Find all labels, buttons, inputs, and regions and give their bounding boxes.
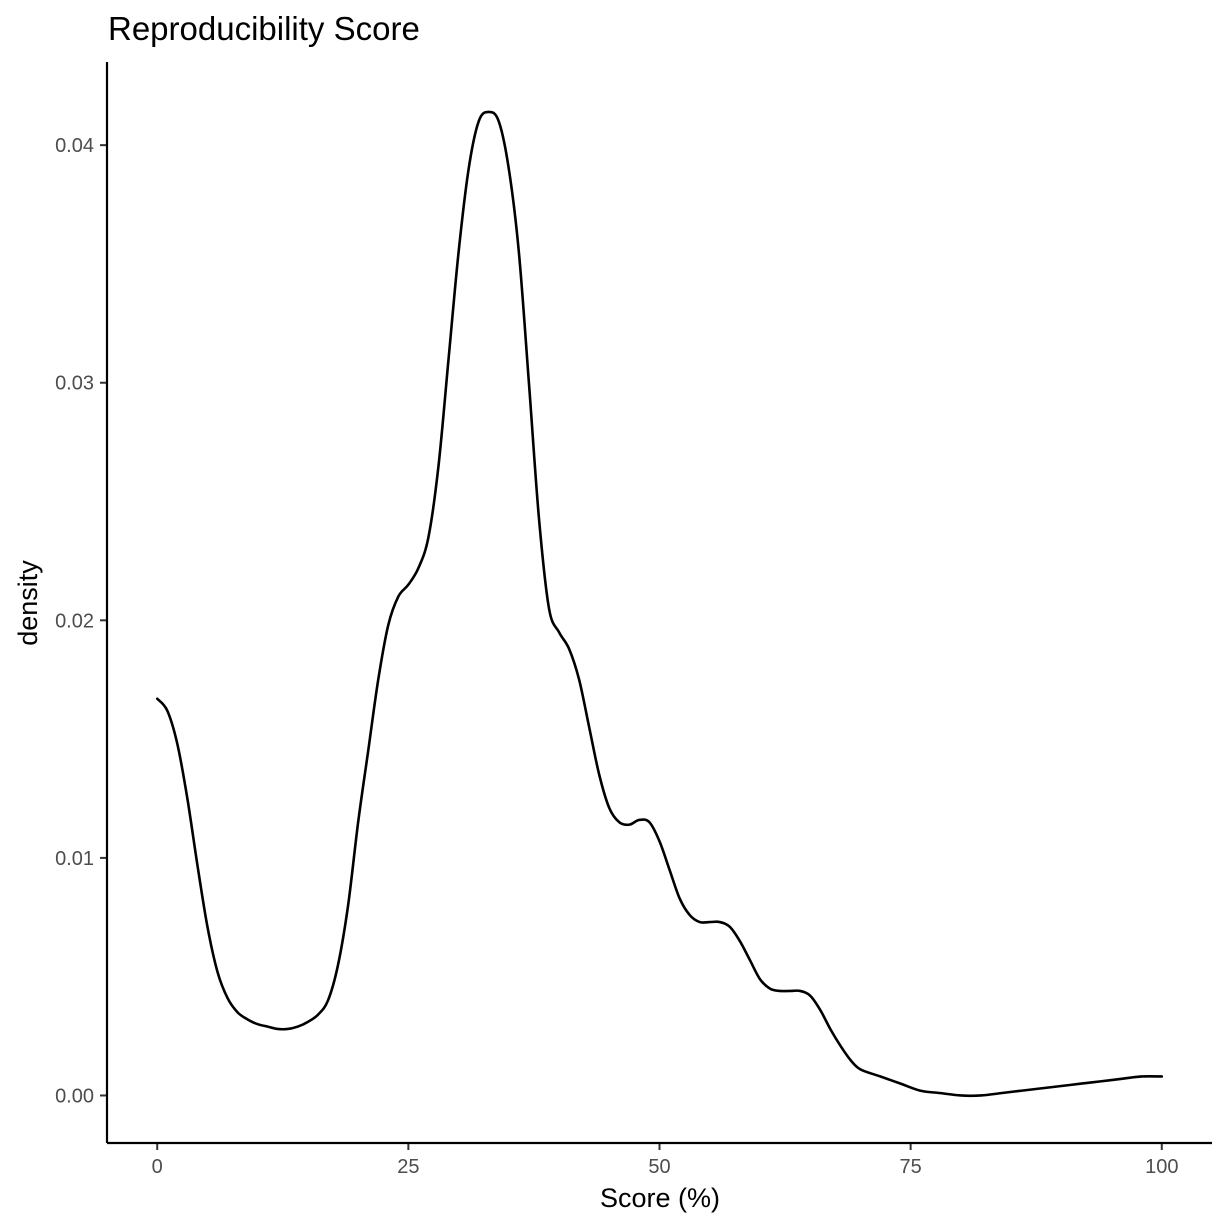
- x-axis-ticks: 0 25 50 75 100: [152, 1143, 1178, 1178]
- density-line: [155, 110, 1164, 1098]
- x-tick-label: 50: [648, 1156, 670, 1178]
- y-tick-label: 0.00: [55, 1085, 94, 1107]
- chart-title: Reproducibility Score: [108, 10, 420, 47]
- y-axis-ticks: 0.00 0.01 0.02 0.03 0.04: [55, 135, 107, 1107]
- x-tick-label: 100: [1145, 1156, 1178, 1178]
- x-tick-label: 75: [900, 1156, 922, 1178]
- x-tick-label: 0: [152, 1156, 163, 1178]
- y-tick-label: 0.02: [55, 610, 94, 632]
- x-axis-title: Score (%): [600, 1183, 720, 1213]
- y-tick-label: 0.03: [55, 373, 94, 395]
- y-axis-title: density: [13, 560, 43, 646]
- y-tick-label: 0.01: [55, 848, 94, 870]
- y-tick-label: 0.04: [55, 135, 94, 157]
- x-tick-label: 25: [397, 1156, 419, 1178]
